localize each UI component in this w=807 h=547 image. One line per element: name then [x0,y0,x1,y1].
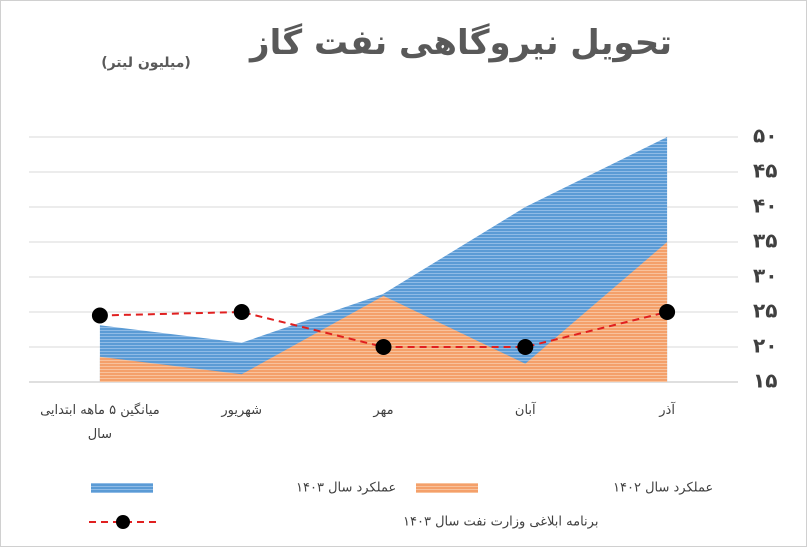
y-tick-label: ۵۰ [753,124,777,148]
chart-subtitle: (میلیون لیتر) [101,55,191,71]
legend-label: عملکرد سال ۱۴۰۳ [296,481,396,496]
y-tick-label: ۲۵ [753,299,777,323]
x-tick-label: میانگین ۵ ماهه ابتدایی سال [40,403,160,442]
area [99,242,668,382]
marker [91,307,108,324]
chart-title: تحویل نیروگاهی نفت گاز [250,23,672,63]
area [99,137,668,382]
legend-label: برنامه ابلاغی وزارت نفت سال ۱۴۰۳ [403,515,598,530]
legend-swatch [91,483,153,493]
x-tick-label: آبان [514,403,536,418]
legend-label: عملکرد سال ۱۴۰۲ [613,481,713,496]
legend-swatch [416,483,478,493]
y-tick-label: ۲۰ [753,334,777,358]
y-tick-label: ۴۵ [753,159,777,183]
marker [517,339,534,355]
legend-marker [116,515,130,529]
marker [375,339,392,355]
y-tick-label: ۳۵ [753,229,777,253]
marker [659,304,676,320]
x-tick-label: شهریور [221,403,263,418]
y-tick-label: ۱۵ [753,369,777,393]
marker [233,304,250,320]
y-tick-label: ۳۰ [753,264,777,288]
y-tick-label: ۴۰ [753,194,777,218]
x-tick-label: آذر [659,403,675,418]
x-tick-label: مهر [373,403,394,418]
